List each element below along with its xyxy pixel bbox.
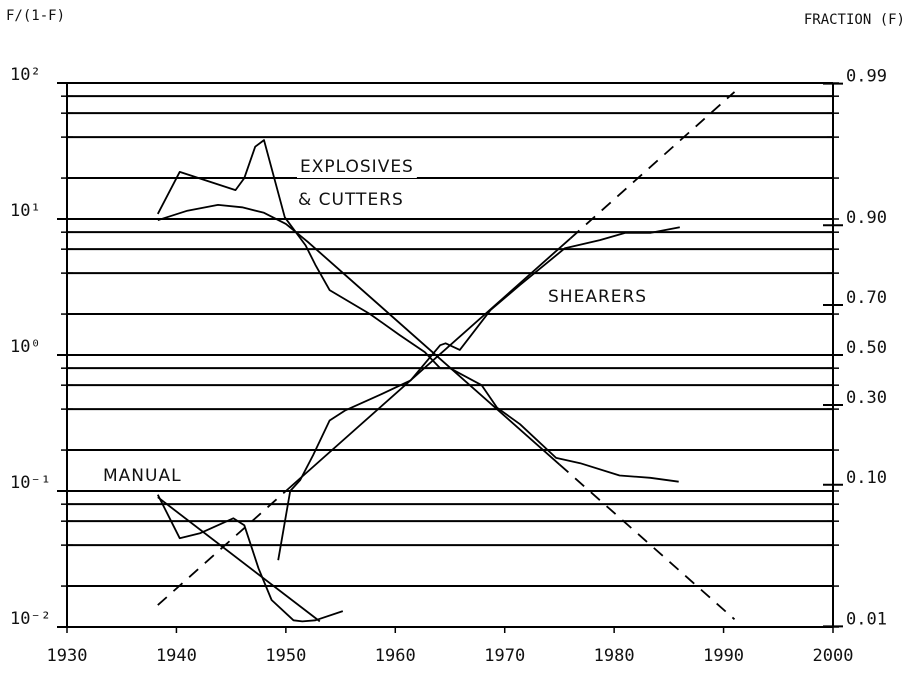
series-line [277,226,680,561]
y-axis-label: F/(1-F) [6,8,65,24]
annotation: SHEARERS [548,287,647,307]
x-tick-label: 1940 [156,646,197,666]
y2-tick-label: 0.99 [846,67,887,87]
y2-tick-label: 0.70 [846,288,887,308]
y2-tick-label: 0.50 [846,338,887,358]
x-tick-label: 1960 [375,646,416,666]
y2-tick-label: 0.10 [846,468,887,488]
x-tick-label: 1930 [47,646,88,666]
x-tick-label: 1970 [484,646,525,666]
y-tick-label: 10⁰ [10,337,41,357]
y2-tick-label: 0.01 [846,609,887,629]
annotation-bg [545,286,651,308]
series-line [157,496,321,623]
x-tick-label: 1950 [265,646,306,666]
series-line [157,139,679,483]
annotation: & CUTTERS [298,190,404,210]
y2-axis-label: FRACTION (F) [804,12,905,28]
y-tick-label: 10¹ [10,201,41,221]
x-tick-label: 1980 [594,646,635,666]
y2-tick-label: 0.30 [846,388,887,408]
series-line [157,490,287,606]
annotation: MANUAL [103,466,182,486]
series-line [157,204,560,466]
y2-tick-label: 0.90 [846,208,887,228]
x-tick-label: 1990 [703,646,744,666]
annotation-bg [297,156,417,178]
x-tick-label: 2000 [813,646,854,666]
y-tick-label: 10² [10,65,41,85]
y-tick-label: 10⁻² [10,609,51,629]
annotation: EXPLOSIVES [300,157,414,177]
y-tick-label: 10⁻¹ [10,473,51,493]
series-line [285,237,571,492]
series-line [569,91,736,240]
series-line [156,494,344,623]
annotation-bg [295,189,407,211]
annotation-bg [100,465,185,487]
series-line [558,463,736,620]
